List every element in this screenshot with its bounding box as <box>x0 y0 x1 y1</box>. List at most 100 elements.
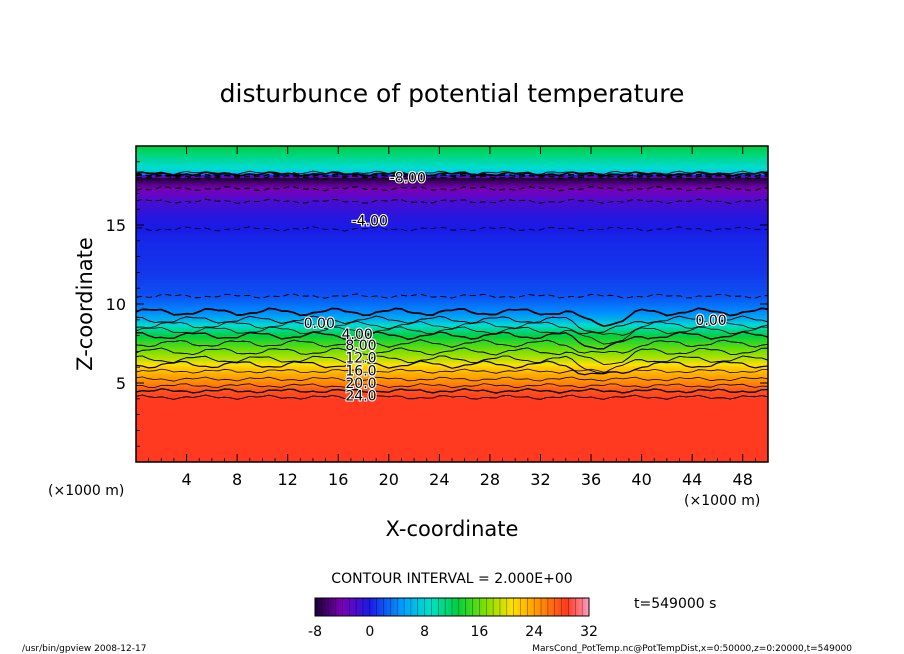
field-band <box>136 317 768 321</box>
field-band <box>136 232 768 235</box>
field-band <box>136 455 768 458</box>
field-band <box>136 316 768 319</box>
field-band <box>136 330 768 333</box>
field-band <box>136 281 768 284</box>
field-band <box>136 291 768 294</box>
field-band <box>136 439 768 442</box>
field-band <box>136 265 768 268</box>
field-band <box>136 295 768 298</box>
contour-label: 0.00 <box>304 316 335 332</box>
contour-line <box>136 185 768 192</box>
field-band <box>136 194 768 197</box>
field-band <box>136 363 768 366</box>
contour-line <box>136 170 768 176</box>
field-band <box>136 146 768 148</box>
field-band <box>136 227 768 231</box>
field-band <box>136 201 768 204</box>
field-band <box>136 336 768 340</box>
field-band <box>136 261 768 264</box>
field-band <box>136 392 768 395</box>
contour-line <box>136 198 768 204</box>
x-tick-label: 44 <box>682 470 702 489</box>
field-band <box>136 344 768 347</box>
field-band <box>136 415 768 419</box>
field-band <box>136 218 768 221</box>
contour-line <box>136 307 768 328</box>
field-band <box>136 152 768 155</box>
field-band <box>136 224 768 227</box>
x-unit-left: (×1000 m) <box>48 483 124 499</box>
field-band <box>136 453 768 456</box>
field-band <box>136 373 768 376</box>
field-band <box>136 153 768 156</box>
field-band <box>136 324 768 327</box>
field-band <box>136 445 768 449</box>
field-band <box>136 156 768 159</box>
colorbar-tick-label: -8 <box>308 624 322 640</box>
contour-line <box>136 394 768 400</box>
colorbar-frame <box>314 597 590 617</box>
contour-label: 12.0 <box>345 351 376 367</box>
footer-left: /usr/bin/gpview 2008-12-17 <box>22 644 146 654</box>
contour-label: 8.00 <box>345 338 376 354</box>
field-band <box>136 409 768 412</box>
field-band <box>136 161 768 164</box>
field-band <box>136 381 768 384</box>
field-band <box>136 237 768 240</box>
colorbar-ticks: -8 0 8 16 24 32 <box>308 624 598 640</box>
field-band <box>136 231 768 234</box>
field-band <box>136 328 768 332</box>
contour-label: -8.00 <box>390 171 426 187</box>
field-band <box>136 338 768 341</box>
field-band <box>136 341 768 344</box>
field-band <box>136 256 768 259</box>
field-band <box>136 205 768 208</box>
contour-line <box>136 368 768 374</box>
field-band <box>136 431 768 434</box>
field-band <box>136 365 768 368</box>
field-band <box>136 387 768 390</box>
field-band <box>136 441 768 444</box>
field-band <box>136 322 768 325</box>
chart-title: disturbunce of potential temperature <box>220 79 685 108</box>
contour-line <box>136 347 768 365</box>
x-tick-label: 20 <box>379 470 399 489</box>
field-band <box>136 248 768 251</box>
field-band <box>136 202 768 205</box>
field-band <box>136 219 768 223</box>
field-band <box>136 170 768 174</box>
field-band <box>136 368 768 371</box>
field-band <box>136 251 768 254</box>
contour-line <box>136 293 768 299</box>
field-band <box>136 406 768 409</box>
field-band <box>136 351 768 354</box>
field-band <box>136 379 768 382</box>
field-band <box>136 359 768 362</box>
field-band <box>136 419 768 422</box>
field-band <box>136 246 768 249</box>
field-band <box>136 374 768 377</box>
time-text: t=549000 s <box>634 596 716 612</box>
field-band <box>136 182 768 185</box>
contour-line <box>136 376 768 382</box>
field-band <box>136 302 768 305</box>
field-band <box>136 292 768 295</box>
field-band <box>136 280 768 283</box>
field-band <box>136 335 768 338</box>
field-band <box>136 287 768 291</box>
x-tick-label: 28 <box>480 470 500 489</box>
field-band <box>136 314 768 317</box>
field-band <box>136 396 768 400</box>
contour-label: 24.0 <box>345 389 376 405</box>
contour-line <box>136 355 768 374</box>
x-tick-label: 32 <box>530 470 550 489</box>
field-band <box>136 428 768 431</box>
field-band <box>136 333 768 336</box>
field-band <box>136 436 768 439</box>
field-band <box>136 321 768 324</box>
contour-line <box>136 174 768 180</box>
contour-line <box>136 172 768 178</box>
contour-label: 16.0 <box>345 363 376 379</box>
field-band <box>136 382 768 385</box>
